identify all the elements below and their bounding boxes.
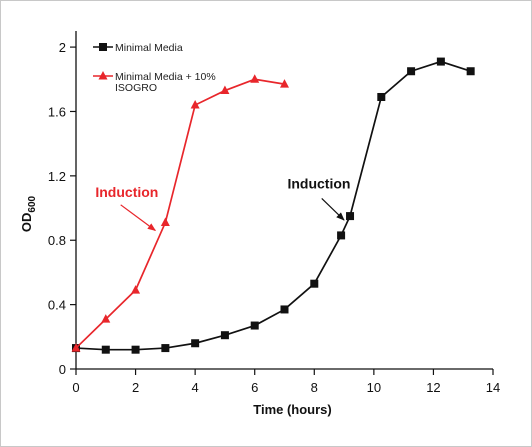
data-point (220, 331, 229, 340)
data-point (131, 345, 140, 354)
legend-label-minimal-media: Minimal Media (115, 42, 183, 54)
annotations: Induction Induction (95, 176, 350, 232)
data-point (466, 67, 475, 76)
x-tick-label: 6 (251, 380, 258, 395)
x-tick-label: 12 (426, 380, 440, 395)
series-minimal-media (72, 57, 475, 354)
data-point (131, 285, 141, 294)
series-isogro (71, 74, 289, 352)
y-axis-title: OD600 (19, 195, 38, 232)
data-point (377, 92, 386, 101)
y-axis-title-subscript: 600 (27, 195, 38, 212)
y-tick-label: 0.8 (48, 233, 66, 248)
series-line (75, 60, 471, 351)
axes (75, 31, 493, 370)
data-point (280, 305, 289, 314)
y-tick-label: 1.2 (48, 169, 66, 184)
x-axis-title: Time (hours) (253, 402, 332, 417)
legend-marker-square (99, 43, 107, 51)
axis-ticks: 0 2 4 6 8 10 12 14 0 0.4 0.8 1.2 1.6 2 (48, 40, 500, 395)
series-line (75, 78, 285, 349)
data-point (101, 314, 111, 323)
data-point (250, 74, 260, 83)
data-point (337, 231, 346, 240)
x-tick-label: 10 (367, 380, 381, 395)
annotation-label-induction: Induction (287, 176, 350, 192)
data-point (220, 85, 230, 95)
y-axis-title-main: OD (19, 213, 34, 233)
data-point (346, 212, 355, 221)
x-tick-label: 8 (311, 380, 318, 395)
x-tick-label: 0 (72, 380, 79, 395)
x-tick-label: 14 (486, 380, 500, 395)
x-tick-label: 4 (192, 380, 199, 395)
y-tick-label: 2 (59, 40, 66, 55)
annotation-label-induction: Induction (95, 184, 158, 200)
data-point (280, 79, 289, 88)
legend-marker-triangle (98, 71, 108, 80)
data-point (407, 67, 416, 76)
x-tick-label: 2 (132, 380, 139, 395)
legend-label-isogro-line2: ISOGRO (115, 82, 157, 94)
data-point (191, 339, 200, 348)
legend: Minimal Media Minimal Media + 10% ISOGRO (93, 42, 216, 94)
data-point (71, 343, 81, 352)
legend-label-isogro-line1: Minimal Media + 10% (115, 71, 216, 83)
data-point (161, 344, 170, 353)
annotation-arrow (321, 197, 345, 221)
data-point (101, 345, 110, 354)
data-point (310, 279, 319, 288)
y-tick-label: 0.4 (48, 298, 66, 313)
data-point (160, 217, 170, 227)
series-layer (71, 57, 475, 354)
annotation-arrow (120, 204, 157, 232)
y-tick-label: 1.6 (48, 104, 66, 119)
data-point (190, 100, 200, 109)
data-point (436, 57, 445, 66)
svg-text:OD600: OD600 (19, 195, 38, 232)
data-point (250, 321, 259, 330)
y-tick-label: 0 (59, 362, 66, 377)
